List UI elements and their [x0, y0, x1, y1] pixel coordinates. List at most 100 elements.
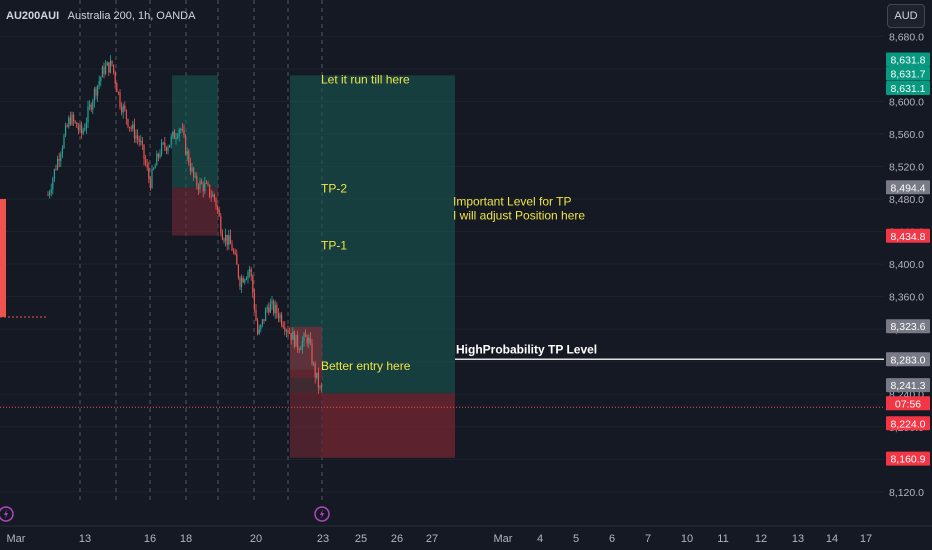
- candle-body: [58, 158, 60, 161]
- candle-body: [239, 277, 241, 287]
- price-label-text: 8,434.8: [890, 231, 925, 243]
- candle-body: [247, 271, 249, 279]
- time-tick-label: 11: [717, 533, 728, 545]
- candle-body: [202, 183, 204, 192]
- candle-body: [297, 334, 299, 349]
- candle-body: [199, 181, 201, 190]
- price-label-box: 8,283.0: [886, 352, 930, 367]
- candle-body: [149, 178, 151, 188]
- candle-body: [124, 105, 126, 110]
- candle-body: [63, 135, 65, 148]
- candle-body: [53, 169, 55, 179]
- candle-body: [217, 206, 219, 211]
- candle-body: [290, 333, 292, 340]
- candle-body: [321, 386, 323, 388]
- time-tick-label: 10: [681, 533, 693, 545]
- chart-header: AU200AUI Australia 200, 1h, OANDA: [6, 10, 195, 22]
- time-tick-label: 25: [355, 533, 367, 545]
- candle-body: [169, 144, 171, 148]
- time-tick-label: 13: [79, 533, 91, 545]
- candle-body: [97, 85, 99, 96]
- candle-body: [194, 176, 196, 178]
- candle-body: [137, 135, 139, 139]
- candle-body: [292, 331, 294, 340]
- candle-body: [85, 122, 87, 129]
- candle-body: [98, 81, 100, 86]
- time-tick-label: 4: [537, 533, 543, 545]
- candle-body: [293, 331, 295, 347]
- candle-body: [250, 269, 252, 276]
- price-label-box: 8,631.8: [886, 52, 930, 67]
- candle-body: [319, 386, 321, 388]
- price-tick-label: 8,600.0: [889, 96, 924, 108]
- candle-body: [284, 327, 286, 332]
- candle-body: [231, 244, 233, 251]
- candle-body: [279, 314, 281, 319]
- annotation-label: Better entry here: [321, 359, 411, 373]
- candle-body: [146, 164, 148, 168]
- candle-body: [178, 129, 180, 137]
- time-tick-label: 18: [180, 533, 192, 545]
- candle-body: [145, 159, 147, 165]
- candle-body: [233, 250, 235, 253]
- candle-body: [117, 92, 119, 94]
- candle-body: [313, 363, 315, 365]
- candle-body: [295, 334, 297, 347]
- price-label-text: 8,160.9: [890, 454, 925, 466]
- candle-body: [241, 277, 243, 287]
- price-label-text: 8,323.6: [890, 321, 925, 333]
- price-label-text: 8,224.0: [890, 418, 925, 430]
- time-tick-label: 27: [426, 533, 438, 545]
- candle-body: [60, 154, 62, 161]
- annotation-label: TP-1: [321, 238, 347, 252]
- time-tick-label: 7: [645, 533, 651, 545]
- candle-body: [215, 198, 217, 207]
- candle-body: [298, 348, 300, 351]
- candle-body: [218, 210, 220, 217]
- candle-body: [255, 309, 257, 321]
- price-label-text: 8,241.3: [890, 380, 925, 392]
- price-label-box: 8,494.4: [886, 180, 930, 195]
- candles: [47, 55, 323, 394]
- symbol-label[interactable]: AU200AUI: [6, 10, 60, 22]
- candle-body: [181, 129, 183, 131]
- price-label-box: 8,631.7: [886, 66, 930, 81]
- candle-body: [196, 176, 198, 186]
- candle-body: [119, 92, 121, 108]
- candle-body: [125, 109, 127, 120]
- candle-body: [263, 319, 265, 321]
- candle-body: [47, 194, 49, 196]
- annotation-label: I will adjust Position here: [453, 208, 585, 222]
- candle-body: [175, 137, 177, 139]
- candle-body: [153, 168, 155, 170]
- time-tick-label: 26: [391, 533, 403, 545]
- candle-body: [161, 142, 163, 155]
- candle-body: [66, 125, 68, 127]
- candle-body: [69, 117, 71, 125]
- candle-body: [265, 309, 267, 321]
- lightning-circle: [314, 506, 330, 522]
- time-tick-label: Mar: [494, 533, 513, 545]
- lightning-icon: [0, 506, 14, 522]
- time-tick-label: 16: [144, 533, 156, 545]
- candle-body: [260, 324, 262, 330]
- price-label-box: 8,323.6: [886, 319, 930, 334]
- candle-body: [188, 151, 190, 164]
- candle-body: [116, 83, 118, 93]
- candle-body: [157, 153, 159, 158]
- candle-body: [314, 363, 316, 378]
- candle-body: [276, 304, 278, 314]
- candle-body: [205, 182, 207, 184]
- currency-button[interactable]: AUD: [887, 4, 925, 28]
- candle-body: [109, 60, 111, 73]
- candle-body: [228, 235, 230, 245]
- candle-body: [287, 330, 289, 333]
- candle-body: [65, 125, 67, 136]
- candle-body: [237, 264, 239, 278]
- candle-body: [165, 147, 167, 152]
- candle-body: [93, 88, 95, 102]
- candle-body: [89, 104, 91, 107]
- candle-body: [185, 135, 187, 155]
